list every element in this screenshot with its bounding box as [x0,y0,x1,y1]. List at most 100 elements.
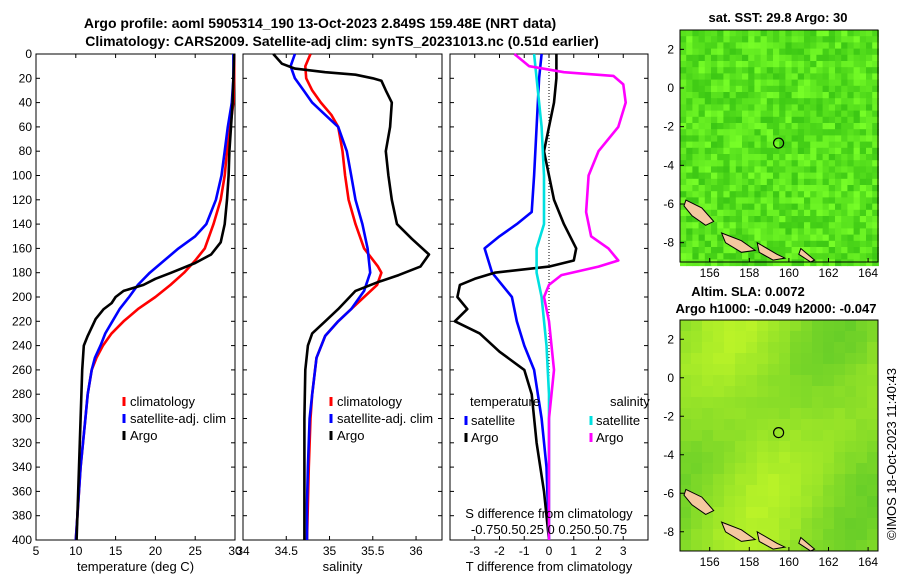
map-cell [680,116,687,124]
map-cell [686,234,693,242]
map-cell [742,209,749,217]
map-cell [816,240,824,248]
map-cell [768,474,780,486]
map-cell [757,375,769,387]
map-cell [810,54,817,62]
map-cell [691,353,703,365]
map-cell [773,240,780,248]
map-cell [866,141,873,149]
map-cell [816,135,824,143]
map-cell [754,160,762,167]
map-cell [742,36,749,43]
map-cell [859,197,867,205]
map-cell [735,172,743,180]
map-cell [735,166,743,174]
map-cell [779,234,786,242]
map-cell [867,375,879,387]
map-cell [729,197,737,205]
map-cell [856,452,868,464]
map-cell [713,540,725,552]
map-cell [723,30,731,37]
map-cell [791,135,799,143]
map-cell [835,160,842,167]
map-cell [704,191,712,198]
map-cell [729,154,737,161]
map-cell [748,61,755,68]
map-cell [760,54,768,62]
map-cell [698,104,706,112]
map-cell [810,247,817,254]
map-cell [692,36,700,43]
map-cell [859,73,867,81]
map-cell [867,364,879,376]
series-line-argo [75,53,236,541]
map-cell [698,42,706,50]
map-cell [692,178,700,186]
map-cell [746,386,758,398]
map-cell [785,185,793,192]
map-cell [735,463,747,475]
map-cell [810,30,817,37]
map-cell [785,147,793,155]
map-cell [680,386,692,398]
map-cell [735,48,743,56]
map-cell [841,104,848,112]
map-cell [835,135,842,143]
map-cell [872,259,879,267]
map-cell [867,474,879,486]
map-cell [729,48,737,56]
map-cell [845,353,857,365]
map-cell [853,259,861,267]
map-cell [773,160,780,167]
map-cell [680,160,687,167]
map-cell [847,185,855,192]
map-cell [828,259,836,267]
map-cell [692,253,700,260]
map-cell [735,452,747,464]
map-cell [823,331,835,343]
map-cell [804,203,811,211]
map-cell [859,203,867,211]
map-cell [816,203,824,211]
map-cell [822,197,830,205]
map-cell [866,178,873,186]
map-cell [822,203,830,211]
map-cell [757,419,769,431]
map-cell [791,73,799,81]
map-cell [692,85,700,93]
map-cell [702,397,714,409]
map-cell [757,397,769,409]
map-cell [686,191,693,198]
map-cell [711,172,718,180]
map-cell [748,191,755,198]
map-cell [773,61,780,68]
title-line-2: Climatology: CARS2009. Satellite-adj cli… [85,33,599,49]
map-cell [711,253,718,260]
map-cell [724,485,736,497]
map-cell [724,320,736,332]
map-cell [713,430,725,442]
map-cell [760,228,768,236]
x-tick-label: 34.5 [275,544,299,558]
map-cell [847,85,855,93]
map-cell [859,30,867,37]
map-cell [680,529,692,541]
map-cell [779,172,786,180]
map-cell [872,73,879,81]
map-cell [859,234,867,242]
y-tick-label: -4 [663,158,674,172]
map-cell [729,147,737,155]
map-cell [779,507,791,519]
map-cell [717,61,724,68]
map-cell [748,197,755,205]
map-cell [812,408,824,420]
legend-label: Argo [471,430,498,445]
map-cell [680,73,687,81]
map-cell [746,364,758,376]
map-cell [760,203,768,211]
x-tick-label: 156 [700,555,720,569]
map-cell [797,30,805,37]
map-cell [757,496,769,508]
map-cell [724,397,736,409]
y-tick-label: 40 [19,96,33,110]
